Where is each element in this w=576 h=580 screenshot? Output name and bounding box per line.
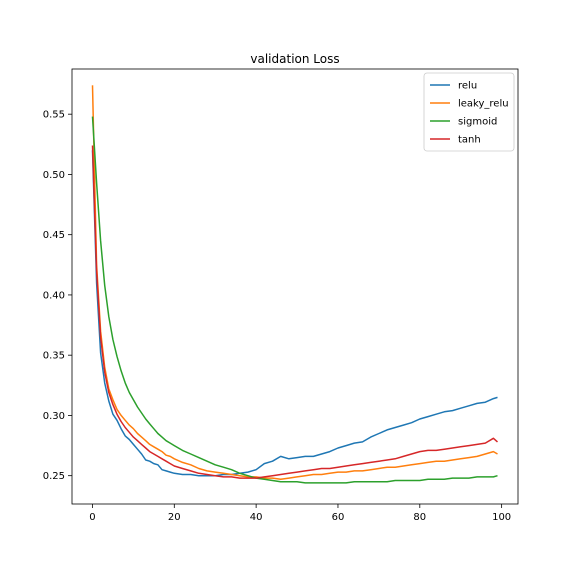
legend-label: sigmoid (458, 117, 497, 128)
series-line-relu (91, 150, 498, 477)
chart-title: validation Loss (250, 52, 339, 66)
plot-lines (91, 85, 498, 484)
legend-label: relu (458, 81, 477, 92)
x-tick-label: 60 (332, 512, 345, 523)
y-tick-label: 0.50 (43, 170, 65, 181)
legend-label: tanh (458, 135, 481, 146)
y-tick-label: 0.35 (43, 351, 65, 362)
x-tick-label: 80 (413, 512, 426, 523)
x-axis: 0 20 40 60 80 100 (89, 504, 511, 523)
x-tick-label: 20 (168, 512, 181, 523)
series-line-leaky_relu (91, 85, 498, 481)
x-tick-label: 100 (492, 512, 511, 523)
legend-box (423, 72, 515, 152)
series-line-tanh (91, 145, 498, 479)
x-tick-label: 0 (89, 512, 95, 523)
y-tick-label: 0.25 (43, 471, 65, 482)
y-tick-label: 0.45 (43, 230, 65, 241)
y-tick-label: 0.30 (43, 411, 65, 422)
y-axis: 0.25 0.30 0.35 0.40 0.45 0.50 0.55 (43, 110, 72, 482)
plot-frame (71, 68, 519, 505)
y-tick-label: 0.40 (43, 290, 65, 301)
x-tick-label: 40 (250, 512, 263, 523)
y-tick-label: 0.55 (43, 110, 65, 121)
legend-label: leaky_relu (458, 99, 509, 110)
